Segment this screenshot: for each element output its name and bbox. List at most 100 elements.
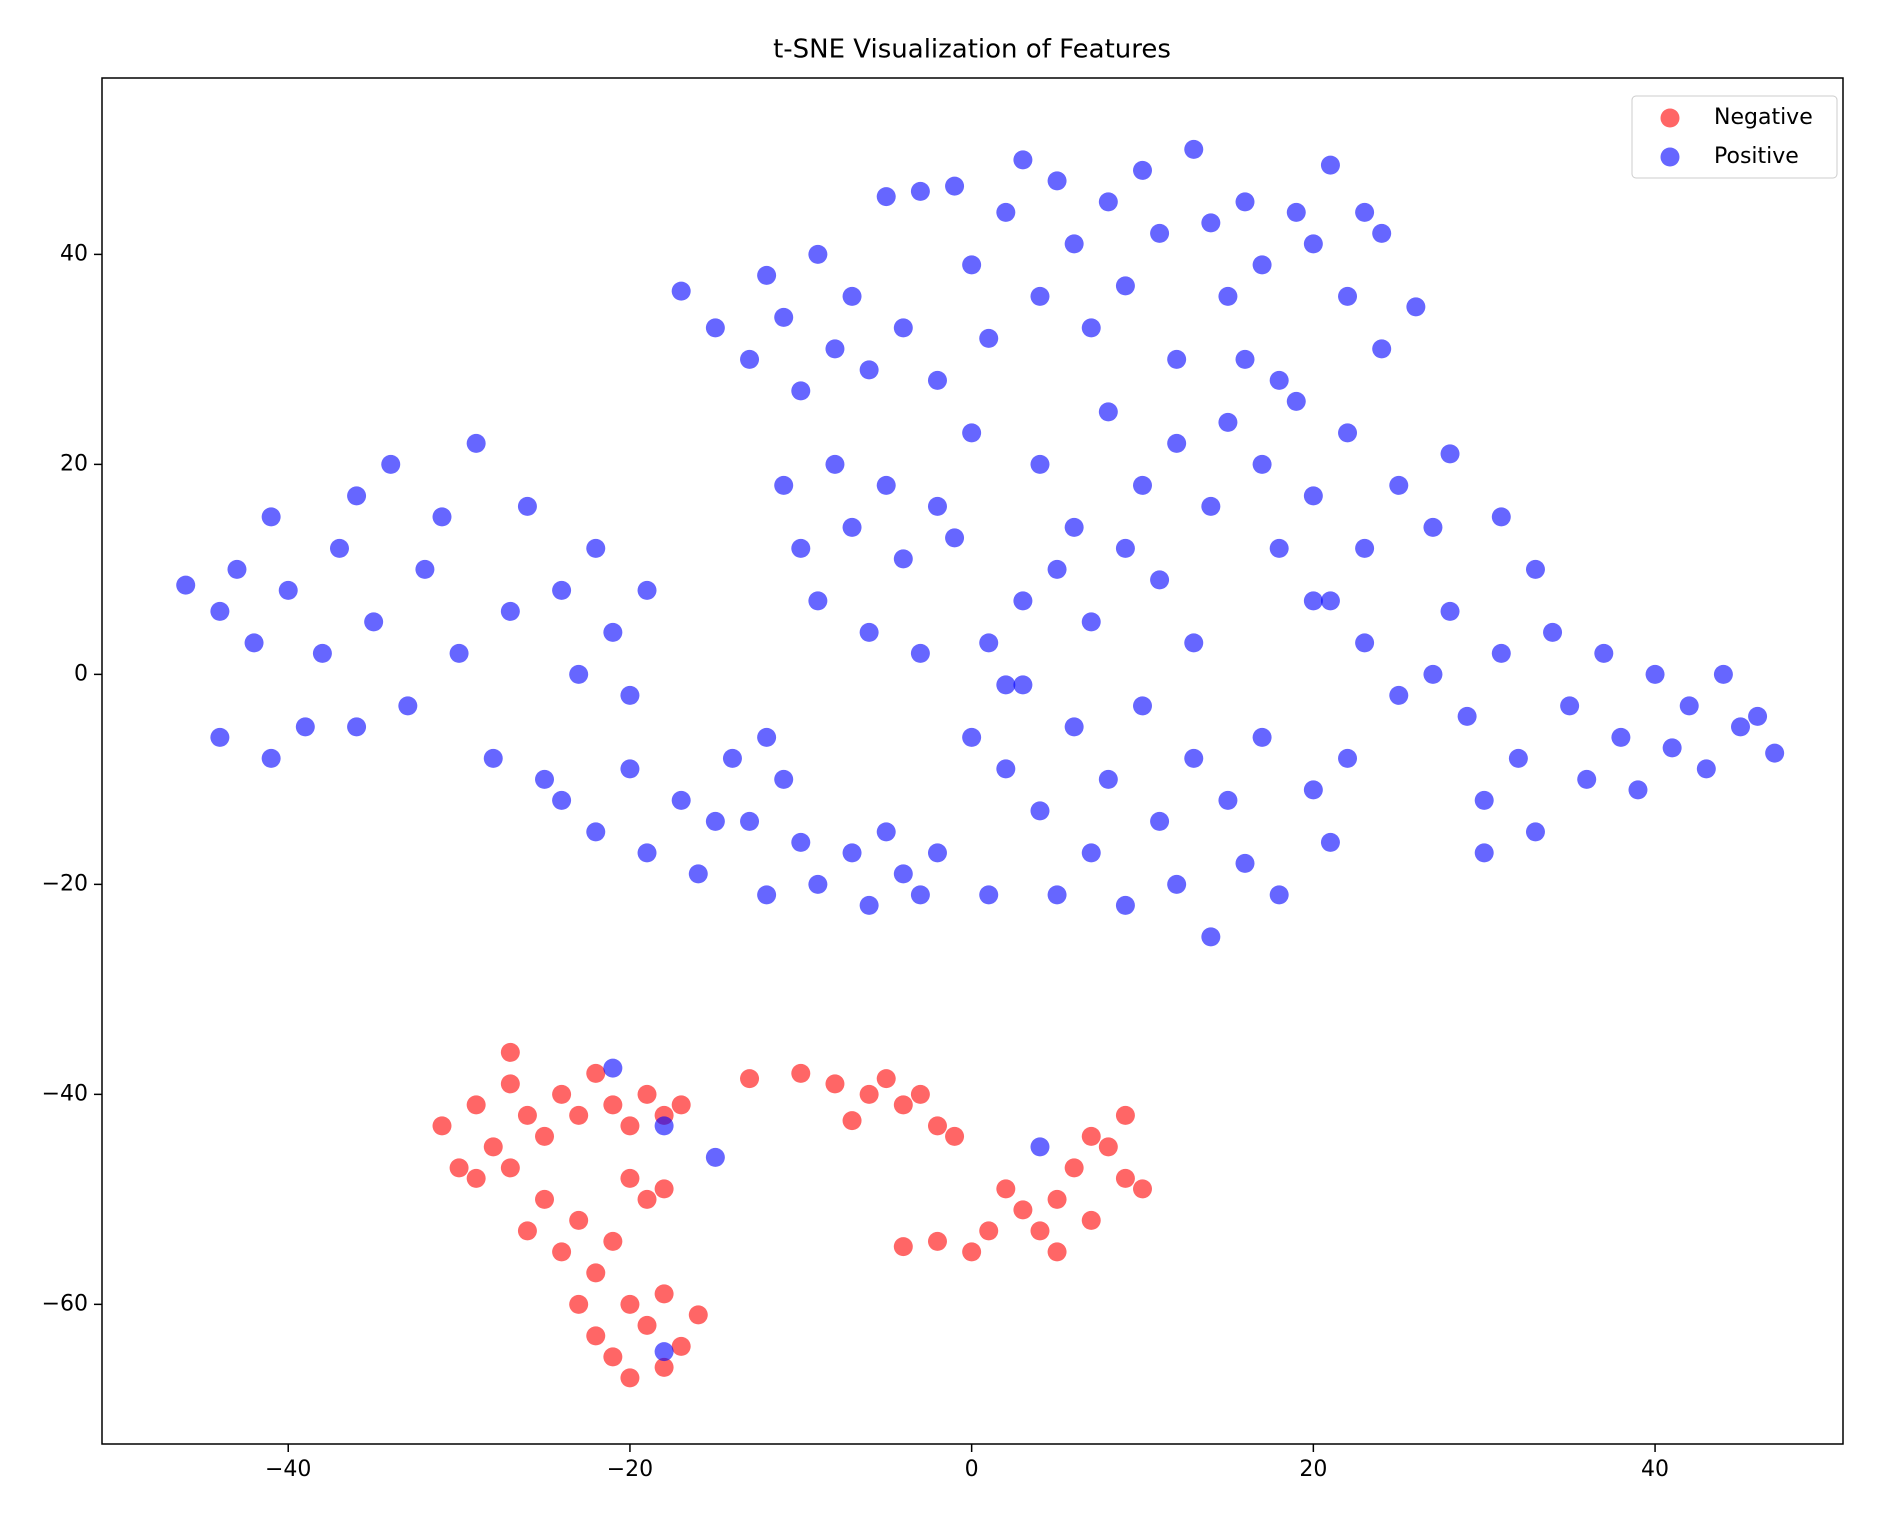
point xyxy=(962,255,982,275)
point xyxy=(791,832,811,852)
point xyxy=(1748,706,1768,726)
point xyxy=(552,1242,572,1262)
point xyxy=(1389,475,1409,495)
legend-box xyxy=(1631,95,1838,179)
point xyxy=(1115,895,1135,915)
point xyxy=(1423,664,1443,684)
point xyxy=(1628,780,1648,800)
point xyxy=(722,748,742,768)
point xyxy=(876,822,896,842)
point xyxy=(1679,696,1699,716)
point xyxy=(1269,538,1289,558)
point xyxy=(740,811,760,831)
point xyxy=(1372,339,1392,359)
point xyxy=(347,717,367,737)
point xyxy=(1184,633,1204,653)
point xyxy=(1150,811,1170,831)
point xyxy=(603,1058,623,1078)
point xyxy=(1662,738,1682,758)
point xyxy=(1081,843,1101,863)
point xyxy=(1252,454,1272,474)
point xyxy=(1047,171,1067,191)
point xyxy=(808,591,828,611)
point xyxy=(1115,538,1135,558)
x-tick-label: −40 xyxy=(265,1457,311,1482)
point xyxy=(1201,927,1221,947)
point xyxy=(893,318,913,338)
point xyxy=(1098,1137,1118,1157)
point xyxy=(654,1179,674,1199)
point xyxy=(1064,234,1084,254)
point xyxy=(1320,591,1340,611)
point xyxy=(552,1084,572,1104)
point xyxy=(688,1305,708,1325)
chart-title: t-SNE Visualization of Features xyxy=(773,35,1171,65)
point xyxy=(1440,444,1460,464)
point xyxy=(1132,696,1152,716)
point xyxy=(1235,349,1255,369)
point xyxy=(705,1147,725,1167)
point xyxy=(620,1168,640,1188)
point xyxy=(1269,370,1289,390)
point xyxy=(1150,223,1170,243)
point xyxy=(517,496,537,516)
point xyxy=(1218,412,1238,432)
point xyxy=(1320,155,1340,175)
point xyxy=(893,549,913,569)
point xyxy=(1013,591,1033,611)
point xyxy=(1491,643,1511,663)
point xyxy=(466,1095,486,1115)
legend-label: Negative xyxy=(1714,105,1813,130)
point xyxy=(910,181,930,201)
y-tick-label: 20 xyxy=(60,451,88,476)
point xyxy=(945,528,965,548)
point xyxy=(893,864,913,884)
point xyxy=(517,1221,537,1241)
point xyxy=(1491,507,1511,527)
point xyxy=(1577,769,1597,789)
point xyxy=(1303,780,1323,800)
point xyxy=(705,318,725,338)
point xyxy=(1132,475,1152,495)
point xyxy=(927,370,947,390)
point xyxy=(859,622,879,642)
point xyxy=(1611,727,1631,747)
point xyxy=(1030,801,1050,821)
point xyxy=(910,885,930,905)
point xyxy=(962,1242,982,1262)
point xyxy=(1081,1210,1101,1230)
point xyxy=(825,339,845,359)
point xyxy=(347,486,367,506)
point xyxy=(774,307,794,327)
point xyxy=(603,622,623,642)
point xyxy=(1201,213,1221,233)
point xyxy=(1525,822,1545,842)
point xyxy=(1508,748,1528,768)
point xyxy=(210,727,230,747)
point xyxy=(415,559,435,579)
point xyxy=(1047,885,1067,905)
point xyxy=(603,1231,623,1251)
point xyxy=(449,1158,469,1178)
point xyxy=(603,1095,623,1115)
point xyxy=(500,1158,520,1178)
point xyxy=(500,1074,520,1094)
point xyxy=(1406,297,1426,317)
point xyxy=(1201,496,1221,516)
legend-label: Positive xyxy=(1714,144,1799,169)
point xyxy=(910,1084,930,1104)
point xyxy=(876,187,896,207)
point xyxy=(979,885,999,905)
point xyxy=(1081,612,1101,632)
point xyxy=(1115,1168,1135,1188)
point xyxy=(893,1095,913,1115)
point xyxy=(876,475,896,495)
point xyxy=(1252,255,1272,275)
point xyxy=(1303,591,1323,611)
point xyxy=(1167,349,1187,369)
point xyxy=(1081,318,1101,338)
point xyxy=(1013,1200,1033,1220)
point xyxy=(1218,790,1238,810)
point xyxy=(654,1357,674,1377)
